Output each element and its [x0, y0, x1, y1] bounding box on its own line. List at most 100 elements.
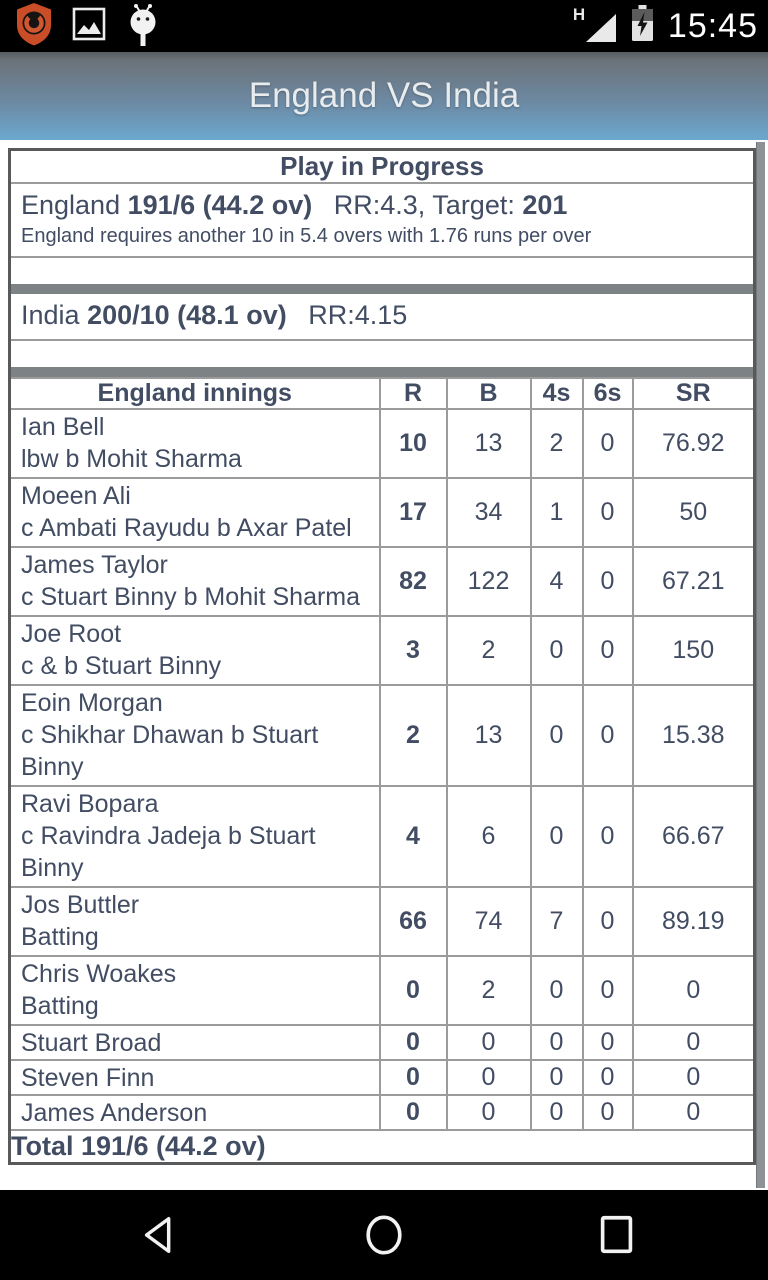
fours-cell: 7 — [529, 886, 584, 957]
batsman-dismissal: lbw b Mohit Sharma — [21, 445, 242, 473]
recents-button[interactable] — [594, 1212, 640, 1258]
runs-cell: 10 — [378, 408, 448, 479]
balls-cell: 0 — [445, 1094, 532, 1131]
spacer-row — [10, 340, 755, 367]
sixes-cell: 0 — [581, 477, 634, 548]
status-bar-right: H 15:45 — [573, 5, 768, 47]
team1-score: 191/6 (44.2 ov) — [127, 190, 313, 220]
batsman-name: Joe Root — [21, 620, 122, 648]
gallery-icon — [72, 7, 106, 46]
team1-target: 201 — [522, 190, 568, 220]
sixes-cell: 0 — [581, 886, 634, 957]
team2-score-row: India 200/10 (48.1 ov) RR:4.15 — [9, 294, 755, 341]
sixes-cell: 0 — [581, 1094, 634, 1131]
team2-name: India — [21, 300, 80, 330]
team2-score-line: India 200/10 (48.1 ov) RR:4.15 — [11, 294, 753, 339]
scorecard-content: Play in Progress England 191/6 (44.2 ov)… — [0, 140, 768, 1190]
sixes-cell: 0 — [581, 684, 634, 787]
strike-rate-cell: 150 — [631, 615, 756, 686]
team1-name: England — [21, 190, 121, 220]
scorecard-table: Play in Progress England 191/6 (44.2 ov)… — [8, 148, 757, 1165]
signal-strength-icon: H — [572, 5, 617, 45]
team1-runrate: RR:4.3, Target: — [333, 190, 515, 220]
runs-cell: 3 — [378, 615, 448, 686]
network-type-label: H — [572, 5, 586, 24]
sixes-cell: 0 — [581, 615, 634, 686]
batsman-name: Ravi Bopara — [21, 790, 159, 818]
runs-cell: 2 — [378, 684, 448, 787]
sixes-cell: 0 — [581, 955, 634, 1026]
home-button[interactable] — [361, 1212, 407, 1258]
balls-cell: 0 — [445, 1024, 532, 1061]
status-bar: H 15:45 — [0, 0, 768, 52]
fours-cell: 0 — [529, 1094, 584, 1131]
back-icon — [138, 1216, 184, 1261]
batsman-cell: Jos Buttler Batting — [8, 886, 381, 957]
section-divider — [9, 284, 755, 294]
strike-rate-cell: 0 — [631, 1024, 756, 1061]
batsman-name: Chris Woakes — [21, 960, 177, 988]
fours-cell: 0 — [529, 785, 584, 888]
runs-cell: 82 — [378, 546, 448, 617]
strike-rate-cell: 0 — [631, 1059, 756, 1096]
team1-score-line: England 191/6 (44.2 ov) RR:4.3, Target: … — [11, 184, 753, 223]
back-button[interactable] — [138, 1212, 184, 1258]
team1-note: England requires another 10 in 5.4 overs… — [21, 225, 592, 247]
sixes-cell: 0 — [581, 1024, 634, 1061]
batsman-name: Stuart Broad — [21, 1029, 162, 1057]
scrollbar[interactable] — [756, 142, 765, 1188]
batsman-cell: Moeen Ali c Ambati Rayudu b Axar Patel — [8, 477, 381, 548]
batsman-name: Steven Finn — [21, 1064, 155, 1092]
fours-cell: 0 — [529, 615, 584, 686]
batsman-row: Moeen Ali c Ambati Rayudu b Axar Patel 1… — [8, 477, 756, 548]
fours-cell: 0 — [529, 1059, 584, 1096]
strike-rate-cell: 50 — [631, 477, 756, 548]
batsman-row: James Taylor c Stuart Binny b Mohit Shar… — [8, 546, 756, 617]
app-header: England VS India — [0, 52, 768, 140]
batsman-row: Steven Finn 0 0 0 0 0 — [8, 1059, 756, 1096]
runs-cell: 4 — [378, 785, 448, 888]
batsman-dismissal: c Stuart Binny b Mohit Sharma — [21, 583, 361, 611]
innings-total-row: Total 191/6 (44.2 ov) — [10, 1130, 755, 1164]
batsman-dismissal: c Shikhar Dhawan b Stuart Binny — [21, 721, 319, 781]
batsman-name: James Taylor — [21, 551, 168, 579]
batsman-cell: Ravi Bopara c Ravindra Jadeja b Stuart B… — [8, 785, 381, 888]
batsman-cell: James Anderson — [8, 1094, 381, 1131]
balls-cell: 74 — [445, 886, 532, 957]
page-title: England VS India — [248, 76, 520, 115]
fours-cell: 2 — [529, 408, 584, 479]
balls-cell: 122 — [445, 546, 532, 617]
batsman-row: Jos Buttler Batting 66 74 7 0 89.19 — [8, 886, 756, 957]
strike-rate-cell: 15.38 — [631, 684, 756, 787]
android-debug-icon — [124, 1, 162, 52]
batsman-row: Eoin Morgan c Shikhar Dhawan b Stuart Bi… — [8, 684, 756, 787]
strike-rate-cell: 67.21 — [631, 546, 756, 617]
runs-cell: 0 — [378, 1024, 448, 1061]
recents-icon — [594, 1215, 640, 1261]
navigation-bar — [0, 1190, 768, 1280]
balls-cell: 13 — [445, 408, 532, 479]
vpn-shield-icon — [14, 2, 54, 51]
clock-time: 15:45 — [667, 6, 758, 45]
batsman-cell: Chris Woakes Batting — [8, 955, 381, 1026]
batsman-cell: Steven Finn — [8, 1059, 381, 1096]
sixes-cell: 0 — [581, 546, 634, 617]
innings-header-row: England innings R B 4s 6s SR — [8, 377, 756, 410]
col-header-runs: R — [378, 377, 448, 410]
innings-total: Total 191/6 (44.2 ov) — [11, 1131, 266, 1161]
batsman-dismissal: Batting — [21, 992, 99, 1020]
fours-cell: 1 — [529, 477, 584, 548]
batsman-dismissal: c Ambati Rayudu b Axar Patel — [21, 514, 352, 542]
batsman-dismissal: Batting — [21, 923, 99, 951]
batsman-name: Eoin Morgan — [21, 689, 163, 717]
runs-cell: 0 — [378, 1094, 448, 1131]
team1-score-row: England 191/6 (44.2 ov) RR:4.3, Target: … — [9, 183, 755, 258]
balls-cell: 34 — [445, 477, 532, 548]
batsman-name: James Anderson — [21, 1099, 208, 1127]
team2-score: 200/10 (48.1 ov) — [87, 300, 287, 330]
batsman-cell: Ian Bell lbw b Mohit Sharma — [8, 408, 381, 479]
status-bar-left — [0, 1, 162, 52]
strike-rate-cell: 0 — [631, 1094, 756, 1131]
col-header-sixes: 6s — [581, 377, 634, 410]
